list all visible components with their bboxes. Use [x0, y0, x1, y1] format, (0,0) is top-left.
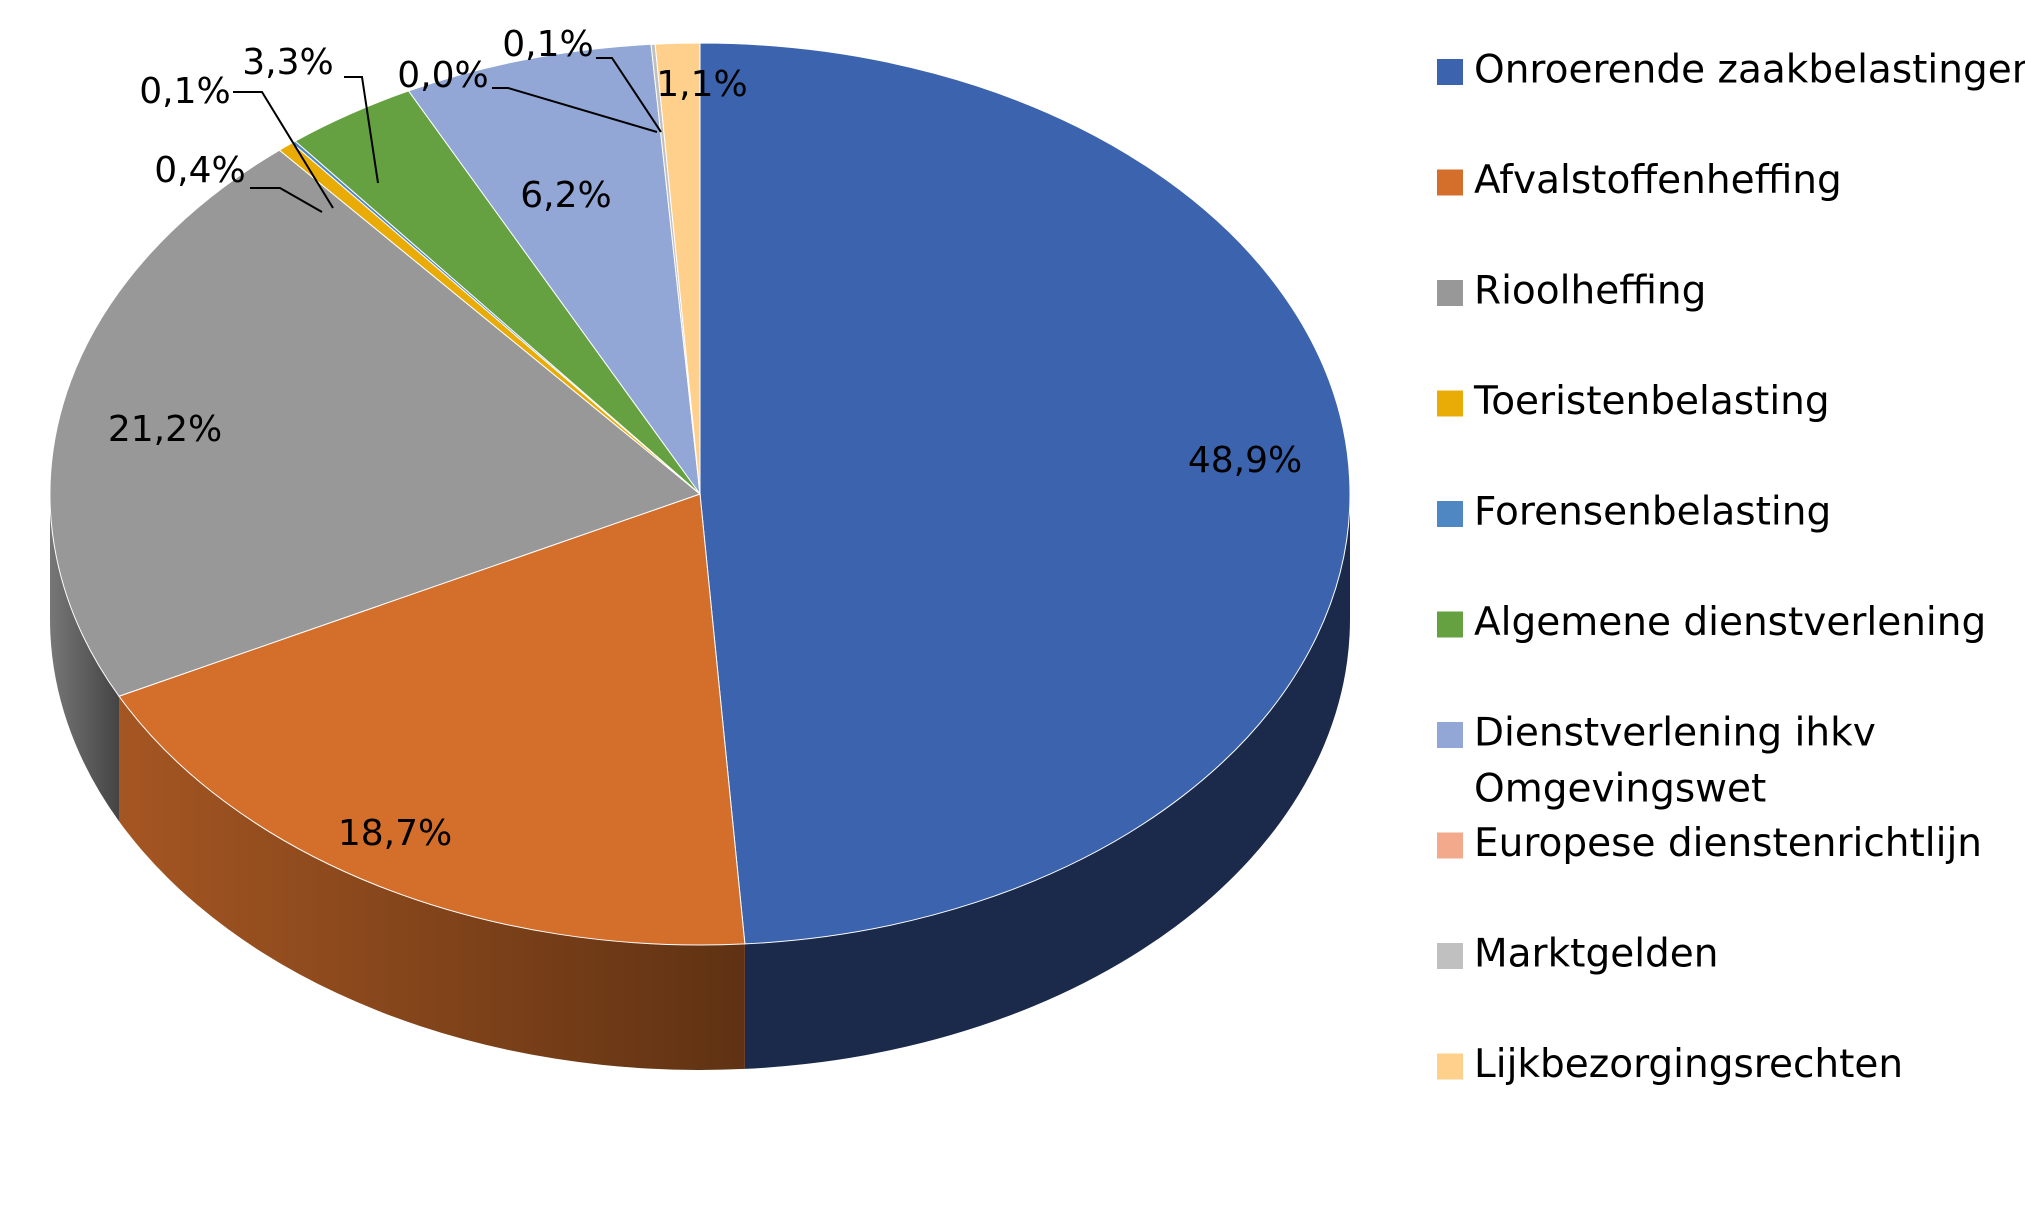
- legend-swatch-onroerende-zaakbelastingen: [1437, 59, 1463, 85]
- legend-item-afvalstoffenheffing[interactable]: Afvalstoffenheffing: [1437, 158, 1842, 203]
- legend-item-marktgelden[interactable]: Marktgelden: [1437, 932, 1719, 977]
- data-label-dienstverlening-ihkv-omgevingswet: 6,2%: [520, 175, 611, 216]
- legend-label: Onroerende zaakbelastingen: [1474, 48, 2025, 93]
- legend-label: Marktgelden: [1474, 932, 1719, 977]
- data-label-afvalstoffenheffing: 18,7%: [338, 813, 452, 854]
- data-label-toeristenbelasting: 0,4%: [154, 150, 245, 191]
- legend-item-algemene-dienstverlening[interactable]: Algemene dienstverlening: [1437, 600, 1986, 645]
- legend-swatch-algemene-dienstverlening: [1437, 611, 1463, 638]
- data-label-onroerende-zaakbelastingen: 48,9%: [1188, 440, 1302, 481]
- legend-item-europese-dienstenrichtlijn[interactable]: Europese dienstenrichtlijn: [1437, 821, 1982, 866]
- data-label-rioolheffing: 21,2%: [108, 409, 222, 450]
- legend-label: Forensenbelasting: [1474, 490, 1831, 535]
- legend-swatch-dienstverlening-ihkv-omgevingswet: [1437, 722, 1463, 748]
- legend-label: Lijkbezorgingsrechten: [1474, 1042, 1903, 1087]
- leader-line-toeristenbelasting: [250, 187, 323, 213]
- legend-swatch-lijkbezorgingsrechten: [1437, 1053, 1463, 1080]
- leader-line-marktgelden: [596, 57, 662, 133]
- leader-line-forensenbelasting: [233, 91, 334, 209]
- legend-item-dienstverlening-ihkv-omgevingswet[interactable]: Dienstverlening ihkv Omgevingswet: [1437, 711, 1876, 812]
- legend-swatch-toeristenbelasting: [1437, 390, 1463, 417]
- pie-slice-afvalstoffenheffing[interactable]: [118, 493, 746, 946]
- data-label-forensenbelasting: 0,1%: [139, 71, 230, 112]
- legend-item-forensenbelasting[interactable]: Forensenbelasting: [1437, 490, 1831, 535]
- legend-swatch-europese-dienstenrichtlijn: [1437, 832, 1463, 859]
- data-labels: 48,9% 18,7% 21,2% 0,4% 0,1% 3,3% 6,2% 0,0% 0,1% 1…: [108, 24, 1302, 854]
- legend-label: Rioolheffing: [1474, 269, 1706, 314]
- data-label-marktgelden: 0,1%: [502, 24, 593, 65]
- pie-side-afvalstoffenheffing: [119, 696, 745, 1070]
- leader-line-europese-dienstenrichtlijn: [492, 87, 658, 133]
- legend-item-toeristenbelasting[interactable]: Toeristenbelasting: [1437, 379, 1830, 424]
- legend-item-onroerende-zaakbelastingen[interactable]: Onroerende zaakbelastingen: [1437, 48, 2025, 93]
- data-label-europese-dienstenrichtlijn: 0,0%: [397, 55, 488, 96]
- legend-label: Europese dienstenrichtlijn: [1474, 821, 1982, 866]
- legend-swatch-marktgelden: [1437, 943, 1463, 969]
- pie-slice-onroerende-zaakbelastingen[interactable]: [699, 42, 1351, 945]
- pie-slice-rioolheffing[interactable]: [49, 149, 702, 697]
- legend-label: Toeristenbelasting: [1473, 379, 1830, 424]
- pie-side-walls: [49, 494, 1350, 1070]
- legend: Onroerende zaakbelastingen Afvalstoffenhe…: [1437, 48, 2025, 1087]
- data-label-algemene-dienstverlening: 3,3%: [242, 42, 333, 83]
- legend-label: Dienstverlening ihkv: [1474, 711, 1876, 756]
- legend-swatch-afvalstoffenheffing: [1437, 169, 1463, 196]
- leader-line-algemene-dienstverlening: [344, 76, 379, 184]
- pie-side-rioolheffing: [49, 494, 120, 822]
- pie-top-slices: [49, 42, 1351, 946]
- legend-item-lijkbezorgingsrechten[interactable]: Lijkbezorgingsrechten: [1437, 1042, 1903, 1087]
- legend-swatch-forensenbelasting: [1437, 501, 1463, 527]
- pie-slice-lijkbezorgingsrechten[interactable]: [654, 42, 701, 495]
- legend-item-rioolheffing[interactable]: Rioolheffing: [1437, 269, 1706, 314]
- legend-label: Afvalstoffenheffing: [1474, 158, 1842, 203]
- leader-lines: [233, 57, 662, 213]
- legend-label: Algemene dienstverlening: [1474, 600, 1986, 645]
- data-label-lijkbezorgingsrechten: 1,1%: [656, 64, 747, 105]
- legend-swatch-rioolheffing: [1437, 280, 1463, 306]
- legend-label: Omgevingswet: [1474, 767, 1766, 812]
- pie-side-onroerende-zaakbelastingen: [744, 494, 1350, 1069]
- pie-slice-dienstverlening-ihkv-omgevingswet[interactable]: [407, 43, 701, 496]
